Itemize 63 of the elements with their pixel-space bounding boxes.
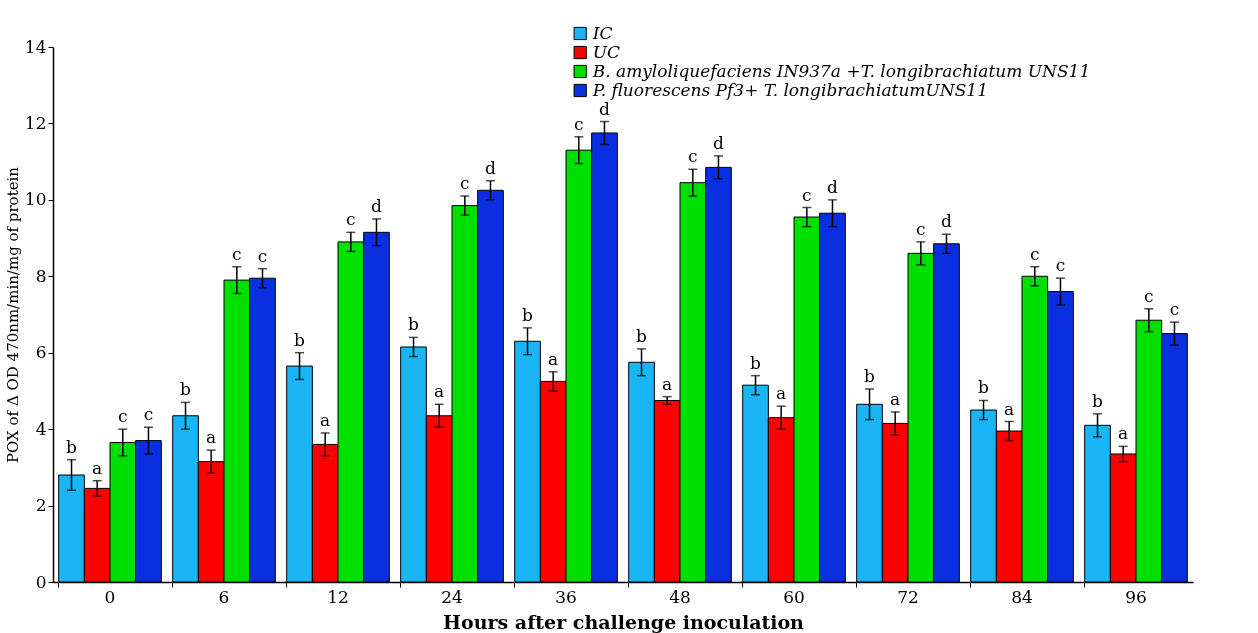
data-label: c [1030, 243, 1040, 264]
y-axis-title: POX of Δ OD 470nm/min/mg of protein [3, 166, 22, 464]
x-tick-label: 6 [218, 586, 230, 607]
data-label: c [916, 218, 926, 239]
y-tick-label: 6 [35, 342, 47, 363]
data-label: d [827, 176, 839, 197]
legend-label: IC [591, 22, 613, 43]
data-label: a [1118, 423, 1129, 444]
data-label: c [802, 184, 812, 205]
data-label: c [1144, 285, 1154, 306]
data-label: b [408, 314, 420, 335]
data-label: a [890, 388, 901, 409]
data-label: b [864, 366, 876, 387]
y-tick-label: 10 [24, 189, 47, 210]
data-label: a [92, 457, 103, 478]
y-tick-label: 8 [35, 265, 47, 286]
data-label: d [941, 211, 953, 232]
data-label: b [66, 436, 78, 457]
legend-label: UC [592, 41, 621, 62]
data-label: d [485, 157, 497, 178]
x-tick-label: 48 [669, 586, 691, 607]
x-tick-label: 24 [441, 586, 463, 607]
data-label: b [750, 352, 762, 373]
y-tick-label: 14 [24, 36, 47, 57]
legend-label: B. amyloliquefaciens IN937a +T. longibrachiatum UNS11 [591, 60, 1091, 81]
data-label: c [460, 173, 470, 194]
data-label: b [636, 325, 648, 346]
x-tick-label: 60 [783, 586, 805, 607]
data-label: c [118, 406, 128, 427]
x-tick-label: 72 [897, 586, 919, 607]
data-label: d [599, 98, 611, 119]
data-label: b [294, 329, 306, 350]
x-axis-title: Hours after challenge inoculation [443, 610, 805, 633]
data-label: a [548, 348, 559, 369]
data-label: c [574, 113, 584, 134]
y-tick-label: 4 [35, 418, 47, 439]
data-label: c [1169, 299, 1180, 320]
data-label: c [688, 146, 698, 167]
x-tick-label: 84 [1011, 586, 1033, 607]
data-label: a [206, 427, 217, 448]
data-label: a [1004, 398, 1015, 419]
data-label: c [1055, 255, 1066, 276]
data-label: a [776, 383, 787, 404]
x-tick-label: 96 [1125, 586, 1147, 607]
data-label: c [346, 209, 356, 230]
x-tick-label: 0 [104, 586, 116, 607]
y-tick-label: 0 [35, 571, 47, 592]
data-label: b [1092, 390, 1104, 411]
y-tick-label: 12 [24, 112, 47, 133]
data-label: d [371, 195, 383, 216]
data-label: c [232, 243, 242, 264]
data-label: a [662, 373, 673, 394]
data-label: a [434, 381, 445, 402]
y-tick-label: 2 [35, 495, 47, 516]
data-label: c [143, 404, 154, 425]
x-tick-label: 36 [555, 586, 577, 607]
x-tick-label: 12 [327, 586, 349, 607]
data-label: b [522, 304, 534, 325]
data-label: b [180, 379, 192, 400]
data-label: a [320, 409, 331, 430]
data-label: b [978, 377, 990, 398]
data-label: c [257, 245, 268, 266]
data-label: d [713, 132, 725, 153]
